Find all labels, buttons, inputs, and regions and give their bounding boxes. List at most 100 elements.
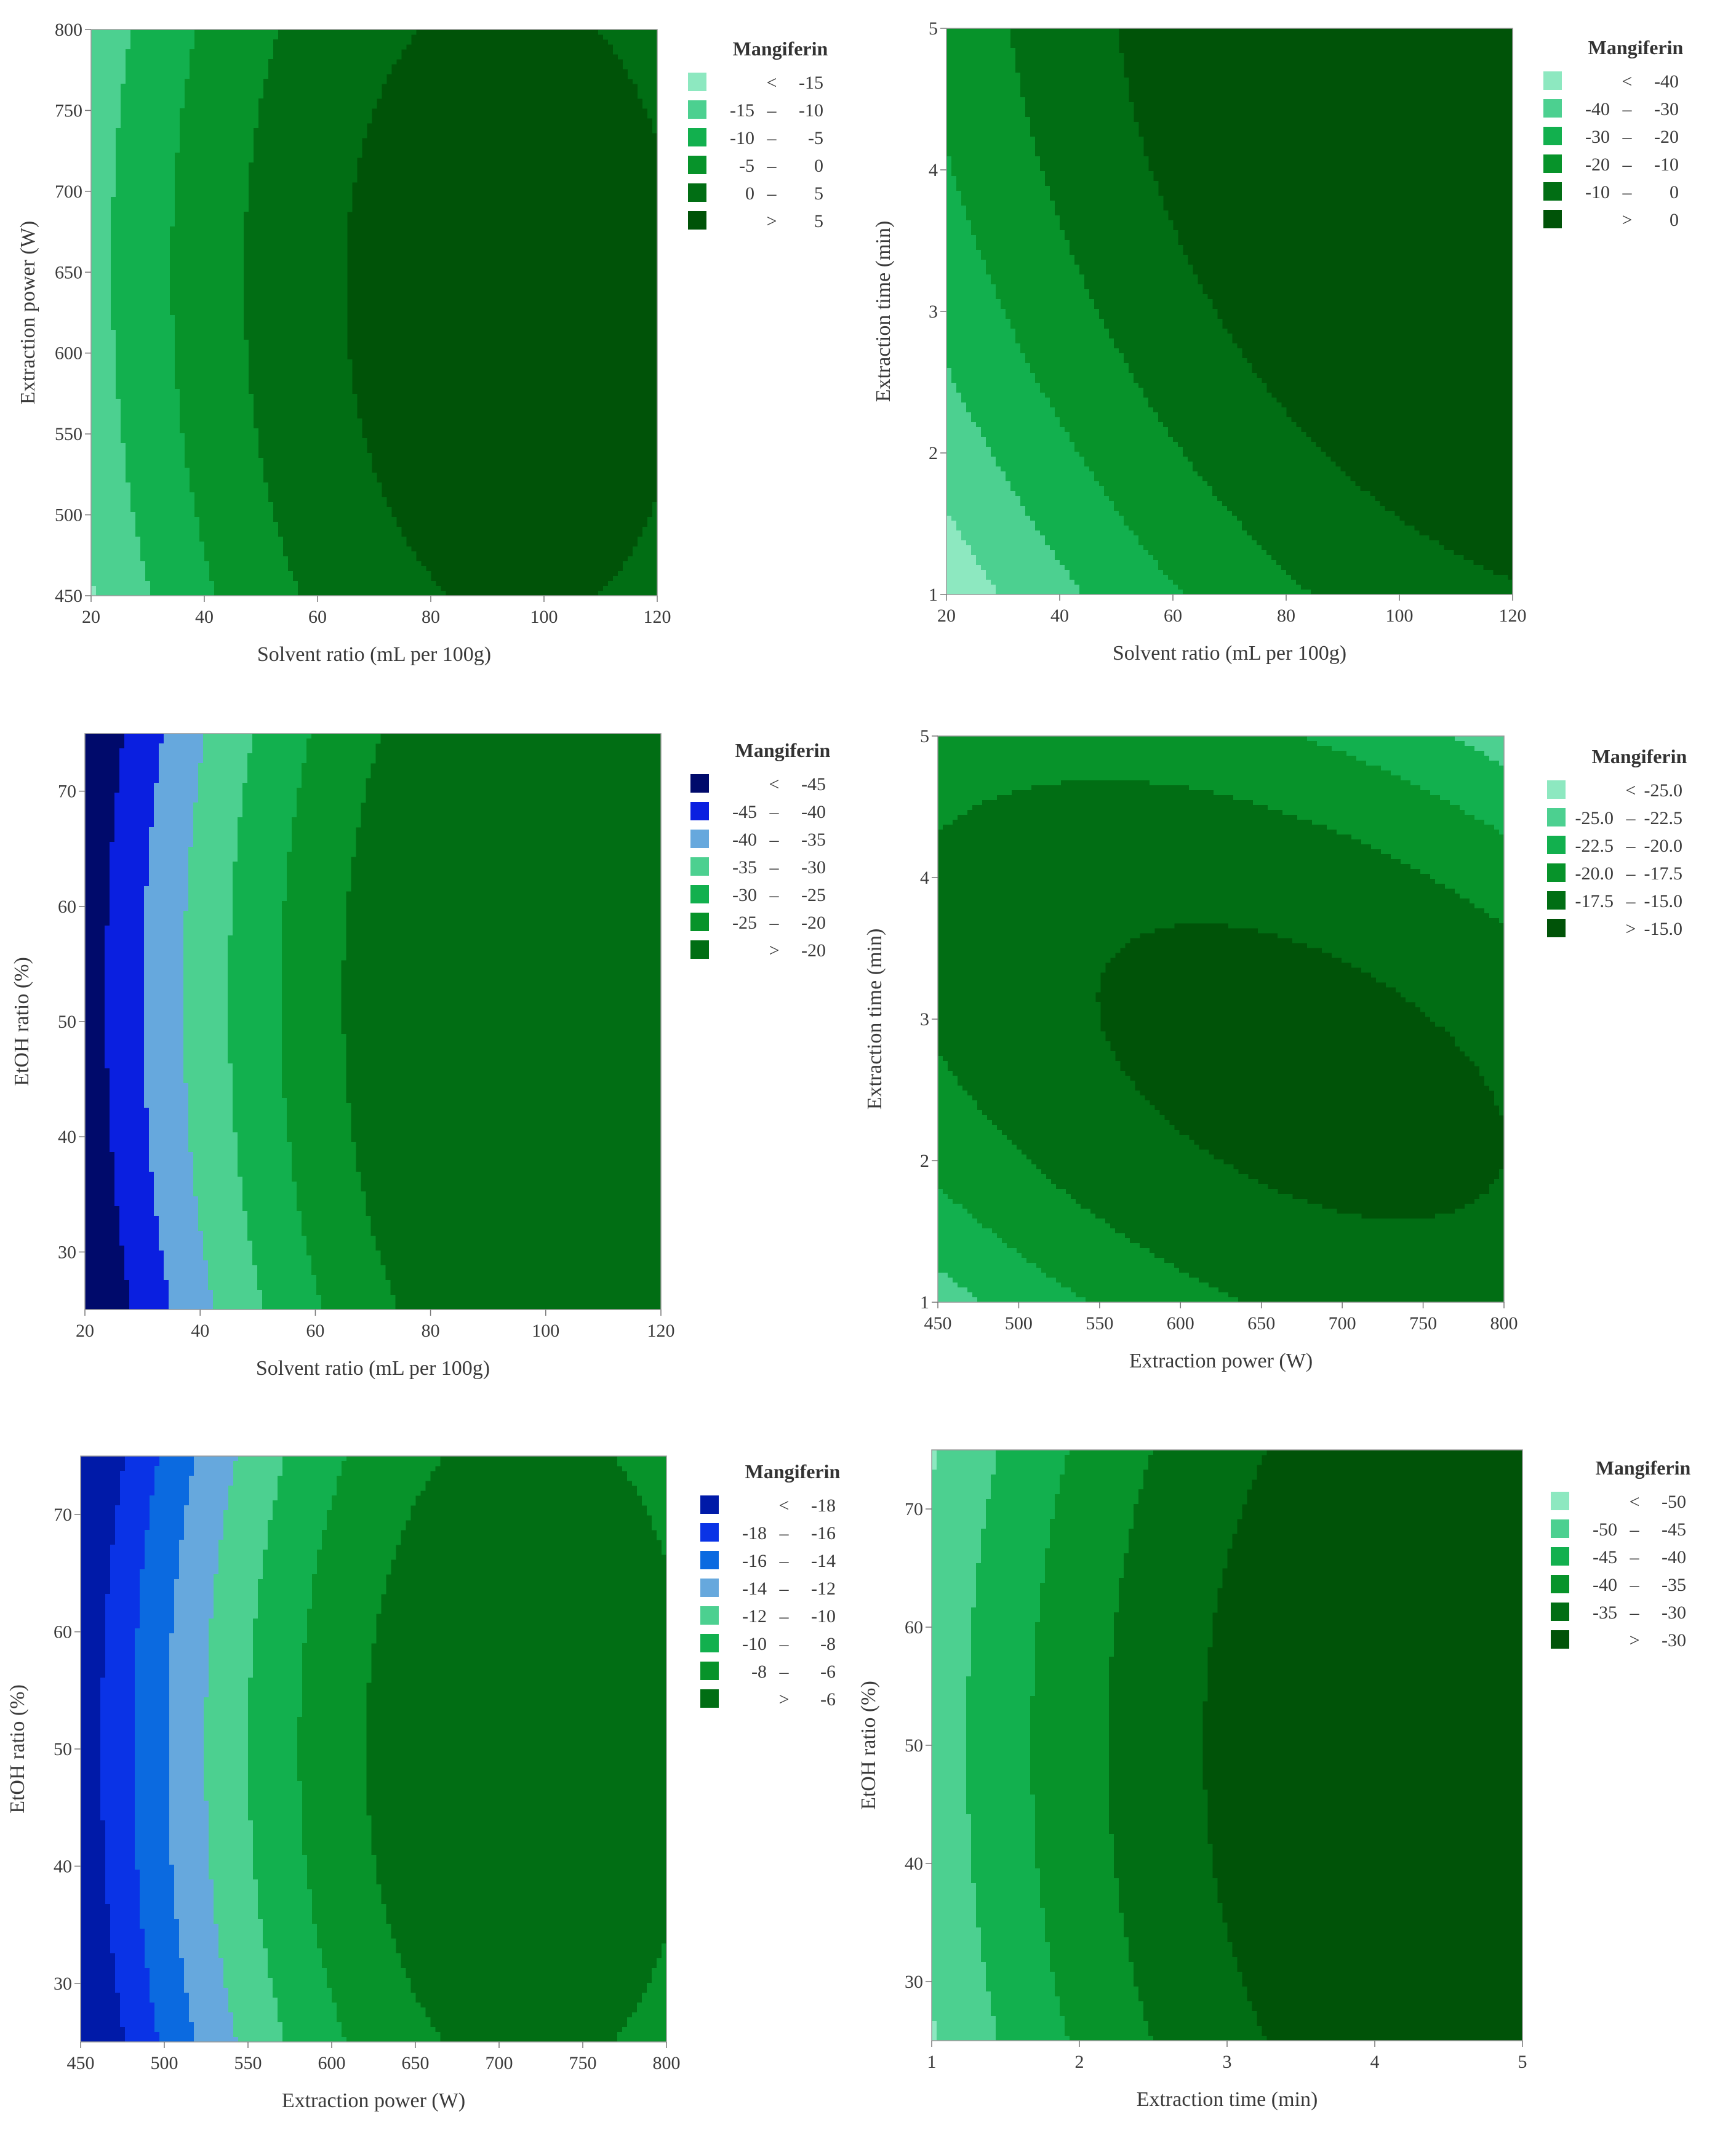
legend-high: -10 [1654, 154, 1679, 175]
contour-cell [1435, 879, 1505, 884]
contour-cell [991, 2011, 1060, 2017]
contour-cell [100, 1683, 135, 1688]
contour-cell [946, 156, 952, 162]
contour-cell [183, 1029, 228, 1034]
contour-cell [938, 1253, 1022, 1259]
contour-cell [1035, 1819, 1110, 1825]
contour-cell [1090, 1209, 1337, 1214]
contour-cell [91, 241, 111, 247]
contour-cell [1164, 1258, 1505, 1263]
contour-cell [175, 320, 244, 326]
contour-cell [932, 1573, 977, 1579]
contour-cell [282, 1063, 346, 1069]
contour-cell [150, 1983, 185, 1988]
contour-cell [938, 1100, 978, 1106]
contour-cell [1114, 1854, 1213, 1859]
contour-cell [179, 1564, 219, 1570]
contour-cell [228, 1058, 282, 1064]
contour-cell [169, 1692, 209, 1698]
contour-cell [144, 916, 184, 921]
contour-cell [1035, 1671, 1110, 1677]
contour-cell [228, 990, 282, 995]
contour-cell [253, 1638, 308, 1644]
contour-cell [652, 507, 658, 513]
contour-cell [228, 1993, 273, 1998]
contour-cell [966, 1721, 1031, 1726]
contour-cell [209, 1855, 254, 1860]
legend-dash: – [779, 1634, 790, 1654]
contour-cell [120, 2022, 155, 2028]
contour-cell [278, 1486, 337, 1491]
contour-cell [932, 1681, 967, 1687]
contour-cell [938, 1164, 1037, 1170]
contour-cell [110, 1132, 150, 1138]
contour-cell [159, 2037, 194, 2043]
contour-cell [302, 1791, 367, 1796]
contour-cell [120, 1486, 155, 1491]
contour-cell [1129, 1548, 1228, 1554]
contour-cell [1041, 1169, 1239, 1175]
contour-cell [116, 384, 175, 390]
contour-cell [174, 1865, 209, 1870]
contour-cell [85, 999, 105, 1005]
contour-cell [81, 1579, 111, 1585]
contour-cell [85, 901, 110, 906]
contour-cell [183, 935, 228, 941]
contour-cell [976, 1923, 1046, 1928]
contour-cell [110, 901, 145, 906]
contour-cell [91, 350, 116, 355]
contour-cell [253, 1825, 303, 1831]
contour-cell [976, 1563, 1046, 1569]
contour-cell [946, 97, 1026, 103]
contour-cell [298, 591, 446, 596]
contour-cell [149, 862, 189, 867]
contour-cell [938, 775, 1401, 781]
contour-cell [213, 1290, 263, 1295]
contour-cell [991, 1489, 1060, 1495]
contour-cell [938, 1135, 1007, 1140]
contour-cell [188, 876, 233, 882]
contour-cell [242, 788, 297, 793]
contour-cell [154, 2012, 190, 2018]
contour-cell [233, 926, 282, 931]
contour-cell [85, 994, 105, 1000]
legend-operator: < [767, 73, 777, 93]
contour-cell [85, 1216, 120, 1222]
contour-cell [180, 138, 254, 143]
contour-cell [105, 1850, 135, 1855]
contour-cell [996, 289, 1090, 295]
contour-cell [946, 353, 1026, 359]
contour-cell [1109, 1731, 1203, 1736]
contour-cell [986, 1977, 1055, 1982]
contour-cell [91, 158, 116, 163]
contour-cell [938, 884, 1446, 889]
contour-cell [946, 466, 1001, 472]
contour-cell [1040, 1588, 1119, 1593]
contour-cell [188, 891, 233, 897]
contour-cell [214, 586, 298, 591]
contour-cell [282, 1461, 342, 1467]
contour-cell [1084, 457, 1188, 462]
contour-cell [1065, 2021, 1149, 2027]
contour-cell [247, 1231, 302, 1236]
contour-cell [342, 2022, 431, 2028]
contour-cell [130, 507, 195, 513]
contour-cell [1104, 491, 1213, 497]
contour-cell [170, 256, 244, 262]
contour-cell [1055, 407, 1154, 413]
legend-low: -45 [1593, 1547, 1617, 1567]
contour-cell [85, 1290, 130, 1295]
contour-cell [254, 394, 358, 399]
contour-cell [91, 315, 111, 321]
contour-cell [1114, 1642, 1213, 1647]
contour-cell [1109, 1716, 1203, 1721]
contour-cell [986, 260, 1075, 265]
contour-cell [652, 1525, 667, 1531]
contour-cell [110, 866, 150, 872]
contour-cell [174, 1899, 214, 1905]
contour-cell [257, 1270, 312, 1276]
contour-cell [976, 235, 1065, 241]
contour-cell [1109, 1721, 1203, 1726]
contour-cell [111, 281, 170, 286]
x-tick-label: 750 [569, 2053, 597, 2073]
